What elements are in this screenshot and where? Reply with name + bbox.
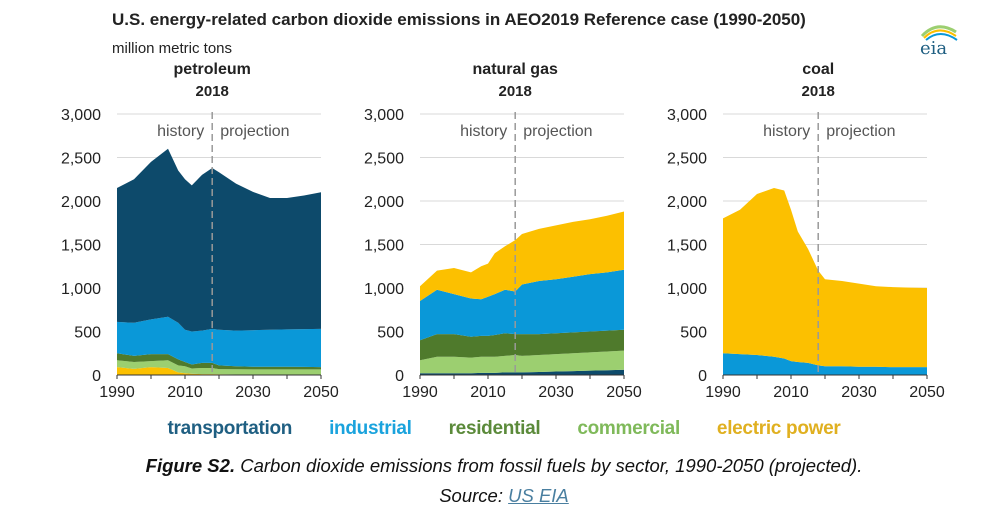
caption-text: Carbon dioxide emissions from fossil fue… — [235, 455, 863, 476]
y-tick-label: 1,000 — [667, 281, 707, 298]
x-tick-label: 2050 — [606, 384, 642, 401]
y-tick-label: 1,000 — [364, 281, 404, 298]
y-tick-label: 1,500 — [364, 238, 404, 255]
legend-industrial: industrial — [329, 418, 412, 439]
y-tick-label: 2,000 — [364, 194, 404, 211]
x-tick-label: 2030 — [235, 384, 271, 401]
legend: transportation industrial residential co… — [0, 418, 1008, 440]
svg-text:eia: eia — [920, 38, 947, 58]
y-tick-label: 500 — [680, 325, 707, 342]
y-tick-label: 2,000 — [61, 194, 101, 211]
x-tick-label: 2030 — [538, 384, 574, 401]
y-tick-label: 1,000 — [61, 281, 101, 298]
y-tick-label: 1,500 — [61, 238, 101, 255]
area-electric-power — [117, 367, 321, 375]
y-tick-label: 3,000 — [61, 107, 101, 124]
x-tick-label: 1990 — [705, 384, 741, 401]
eia-logo: eia — [920, 25, 958, 58]
x-tick-label: 2010 — [470, 384, 506, 401]
source-label: Source: — [439, 485, 509, 506]
history-label: history — [763, 123, 810, 140]
legend-transportation: transportation — [167, 418, 293, 439]
y-tick-label: 500 — [74, 325, 101, 342]
legend-residential: residential — [448, 418, 541, 439]
source-line: Source: US EIA — [0, 485, 1008, 507]
legend-electric-power: electric power — [716, 418, 841, 439]
x-tick-label: 2050 — [303, 384, 339, 401]
area-transportation — [117, 148, 321, 332]
y-tick-label: 3,000 — [364, 107, 404, 124]
marker-year-label: 2018 — [196, 83, 229, 100]
y-tick-label: 0 — [698, 368, 707, 385]
chart-area: 0 500 1,000 1,500 2,000 2,500 3,000 1990 2010 203… — [61, 61, 945, 401]
area-industrial — [117, 316, 321, 368]
projection-label: projection — [826, 123, 895, 140]
area-commercial — [117, 360, 321, 375]
y-tick-label: 500 — [377, 325, 404, 342]
x-tick-label: 2010 — [167, 384, 203, 401]
projection-label: projection — [523, 123, 592, 140]
area-industrial — [723, 353, 927, 375]
chart-title: U.S. energy-related carbon dioxide emiss… — [112, 10, 806, 29]
y-tick-label: 0 — [92, 368, 101, 385]
area-residential — [117, 353, 321, 370]
area-residential — [420, 329, 624, 361]
history-label: history — [460, 123, 507, 140]
panel-title: coal — [802, 61, 834, 78]
y-tick-label: 2,000 — [667, 194, 707, 211]
panel-title: natural gas — [473, 61, 558, 78]
y-tick-label: 2,500 — [61, 151, 101, 168]
x-tick-label: 2050 — [909, 384, 945, 401]
chart-subtitle: million metric tons — [112, 40, 233, 57]
area-commercial — [420, 350, 624, 374]
y-tick-label: 1,500 — [667, 238, 707, 255]
x-tick-label: 1990 — [99, 384, 135, 401]
history-label: history — [157, 123, 204, 140]
x-tick-label: 2030 — [841, 384, 877, 401]
caption-label: Figure S2. — [145, 455, 236, 476]
panel-title: petroleum — [174, 61, 251, 78]
figure-caption: Figure S2. Carbon dioxide emissions from… — [0, 455, 1008, 477]
y-tick-label: 2,500 — [364, 151, 404, 168]
x-tick-label: 1990 — [402, 384, 438, 401]
projection-label: projection — [220, 123, 289, 140]
y-tick-label: 2,500 — [667, 151, 707, 168]
x-tick-label: 2010 — [773, 384, 809, 401]
area-electric-power — [420, 211, 624, 302]
y-tick-label: 0 — [395, 368, 404, 385]
y-tick-label: 3,000 — [667, 107, 707, 124]
legend-commercial: commercial — [577, 418, 680, 439]
marker-year-label: 2018 — [802, 83, 835, 100]
area-industrial — [420, 269, 624, 341]
source-link[interactable]: US EIA — [508, 485, 569, 506]
area-electric-power — [723, 187, 927, 368]
marker-year-label: 2018 — [499, 83, 532, 100]
